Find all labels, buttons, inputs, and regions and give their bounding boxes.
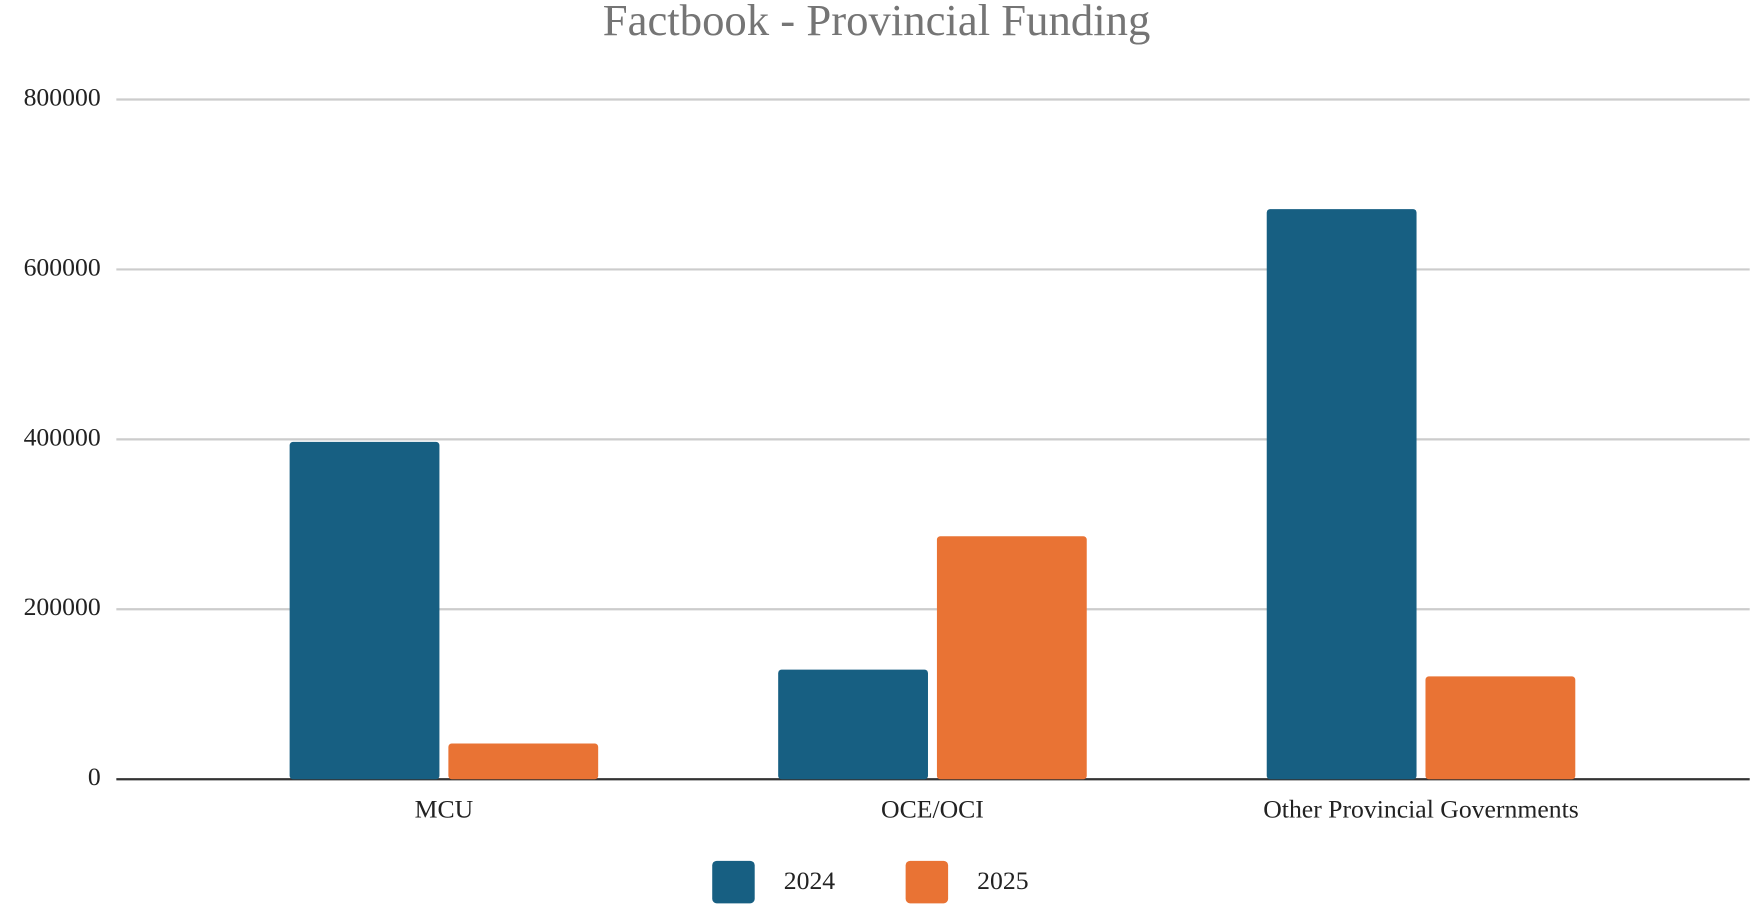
y-tick-label: 200000: [24, 592, 101, 621]
bar: [1425, 676, 1576, 780]
legend-label: 2024: [784, 866, 836, 895]
y-tick-label: 400000: [24, 422, 101, 451]
bar: [1266, 209, 1417, 780]
x-tick-label: MCU: [415, 795, 474, 824]
y-tick-label: 800000: [24, 82, 101, 111]
bar: [778, 669, 928, 780]
bar: [936, 536, 1087, 780]
bar: [289, 441, 440, 780]
y-tick-label: 0: [88, 762, 101, 791]
chart-title: Factbook - Provincial Funding: [603, 0, 1151, 45]
y-tick-label: 600000: [24, 252, 101, 281]
legend-label: 2025: [977, 866, 1028, 895]
x-tick-label: Other Provincial Governments: [1263, 795, 1579, 824]
bar: [448, 743, 599, 780]
x-tick-label: OCE/OCI: [881, 795, 984, 824]
legend-swatch: [712, 860, 755, 904]
legend-swatch: [905, 860, 949, 904]
